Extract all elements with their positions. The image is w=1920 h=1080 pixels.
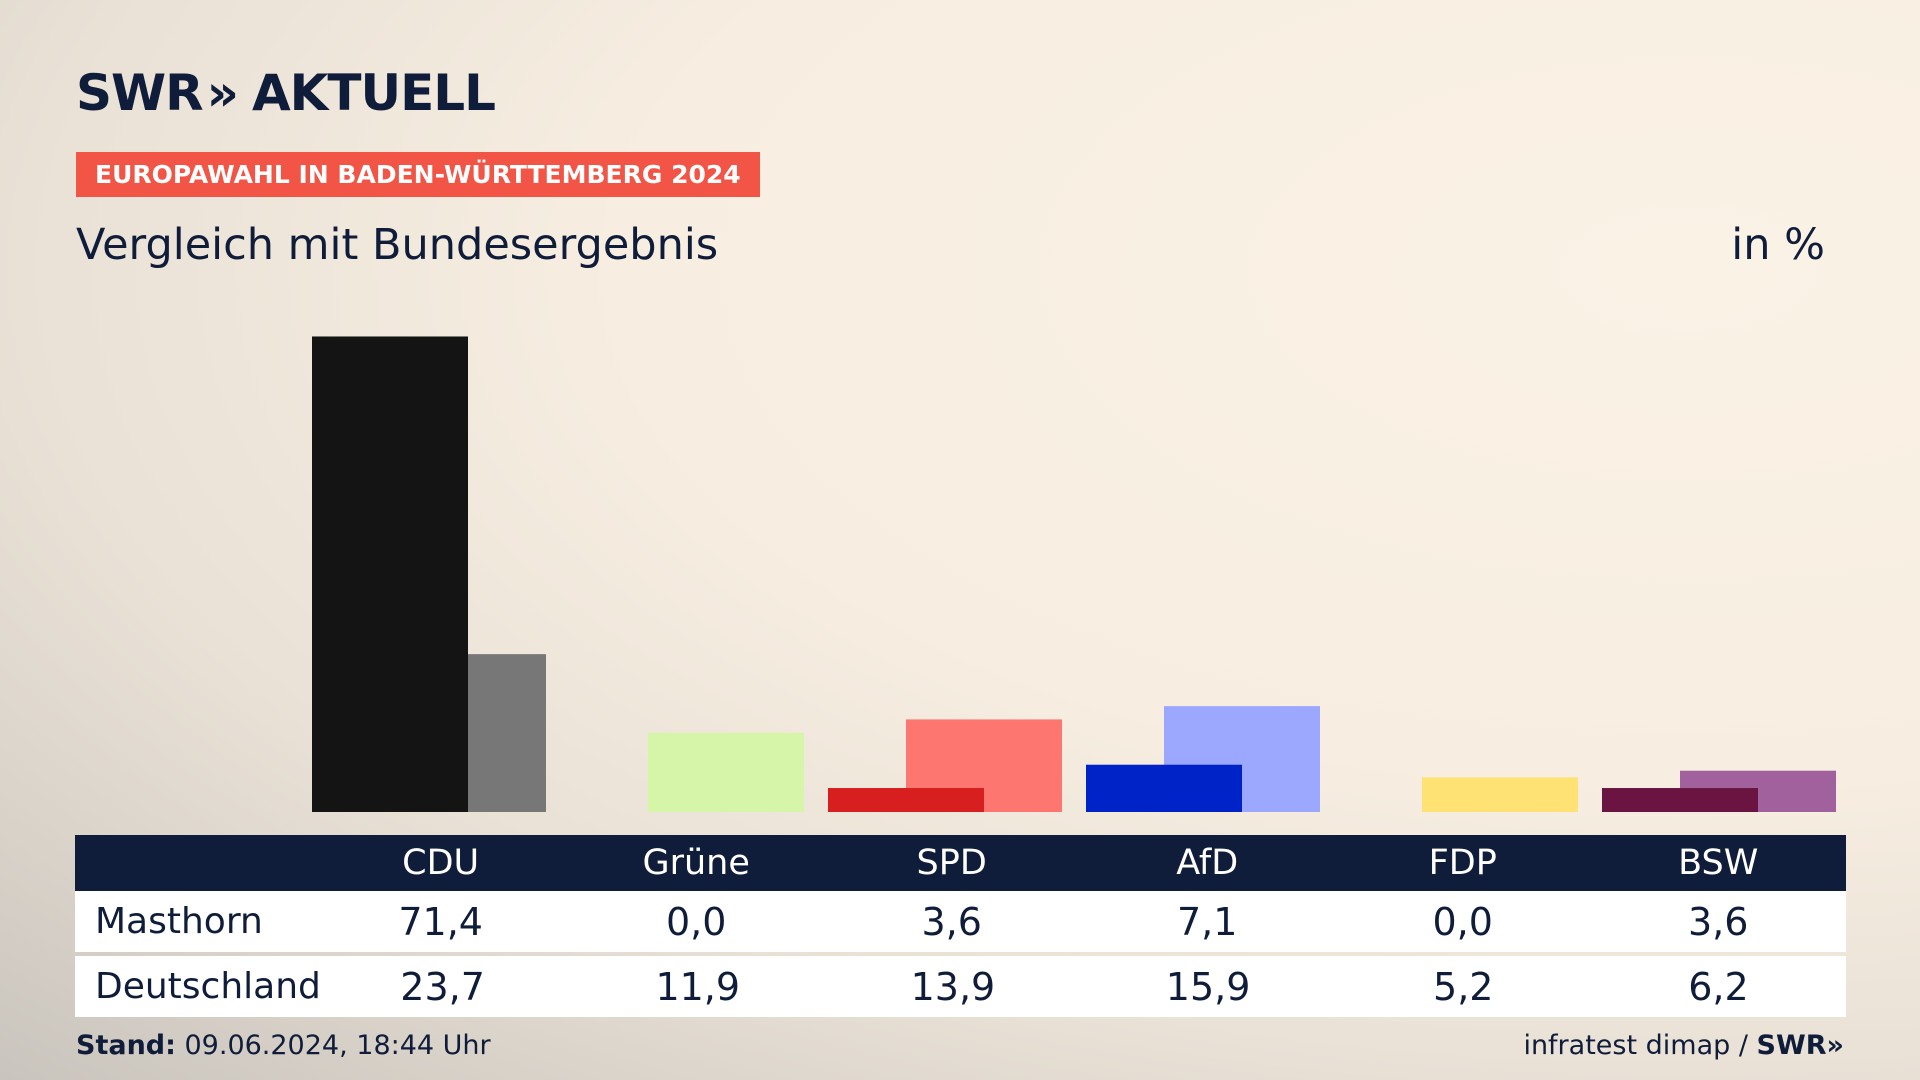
- bar-masthorn-bsw: [1602, 788, 1758, 812]
- table-cell: 7,1: [1176, 899, 1238, 944]
- table-cell: 3,6: [1688, 899, 1749, 944]
- bar-chart: [312, 336, 1836, 812]
- table-cell: 11,9: [655, 964, 741, 1009]
- row-label: Deutschland: [95, 966, 321, 1007]
- header-bsw: BSW: [1678, 843, 1759, 883]
- table-cell: 23,7: [400, 964, 485, 1009]
- header-fdp: FDP: [1428, 843, 1497, 883]
- unit-label: in %: [1731, 220, 1825, 270]
- bar-masthorn-spd: [828, 788, 984, 812]
- bar-deutschland-fdp: [1422, 777, 1578, 812]
- row-label: Masthorn: [95, 901, 263, 942]
- bar-masthorn-afd: [1086, 764, 1242, 812]
- table-cell: 5,2: [1433, 964, 1494, 1009]
- logo-aktuell: AKTUELL: [251, 64, 496, 122]
- header-spd: SPD: [916, 843, 987, 883]
- timestamp: Stand: 09.06.2024, 18:44 Uhr: [76, 1030, 491, 1061]
- source-brand: SWR»: [1756, 1030, 1844, 1061]
- bar-deutschland-grüne: [648, 732, 804, 812]
- table-cell: 15,9: [1165, 964, 1251, 1009]
- table-cell: 3,6: [921, 899, 982, 944]
- table-cell: 71,4: [398, 899, 483, 944]
- table-cell: 6,2: [1688, 964, 1749, 1009]
- chart-subtitle: Vergleich mit Bundesergebnis: [76, 220, 719, 270]
- table-cell: 0,0: [1432, 899, 1493, 944]
- stand-value: 09.06.2024, 18:44 Uhr: [175, 1030, 491, 1061]
- table-header-row: CDU Grüne SPD AfD FDP BSW: [75, 835, 1846, 891]
- header-cdu: CDU: [402, 843, 480, 883]
- header-gruene: Grüne: [642, 843, 750, 883]
- header-afd: AfD: [1176, 843, 1239, 883]
- table-row-local: Masthorn 71,4 0,0 3,6 7,1 0,0 3,6: [75, 891, 1846, 952]
- logo-arrows-icon: »: [206, 64, 239, 122]
- table-cell: 0,0: [665, 899, 727, 944]
- stand-label: Stand:: [76, 1030, 176, 1061]
- results-table: CDU Grüne SPD AfD FDP BSW Masthorn 71,4 …: [75, 835, 1846, 1017]
- swr-aktuell-logo: SWR » AKTUELL: [76, 64, 496, 122]
- source-credit: infratest dimap / SWR»: [1523, 1030, 1844, 1061]
- logo-swr: SWR: [76, 64, 204, 122]
- election-badge: EUROPAWAHL IN BADEN-WÜRTTEMBERG 2024: [76, 152, 760, 197]
- bar-masthorn-cdu: [312, 336, 468, 812]
- table-row-national: Deutschland 23,7 11,9 13,9 15,9 5,2 6,2: [75, 956, 1846, 1017]
- source-text: infratest dimap /: [1523, 1030, 1757, 1061]
- table-cell: 13,9: [910, 964, 996, 1009]
